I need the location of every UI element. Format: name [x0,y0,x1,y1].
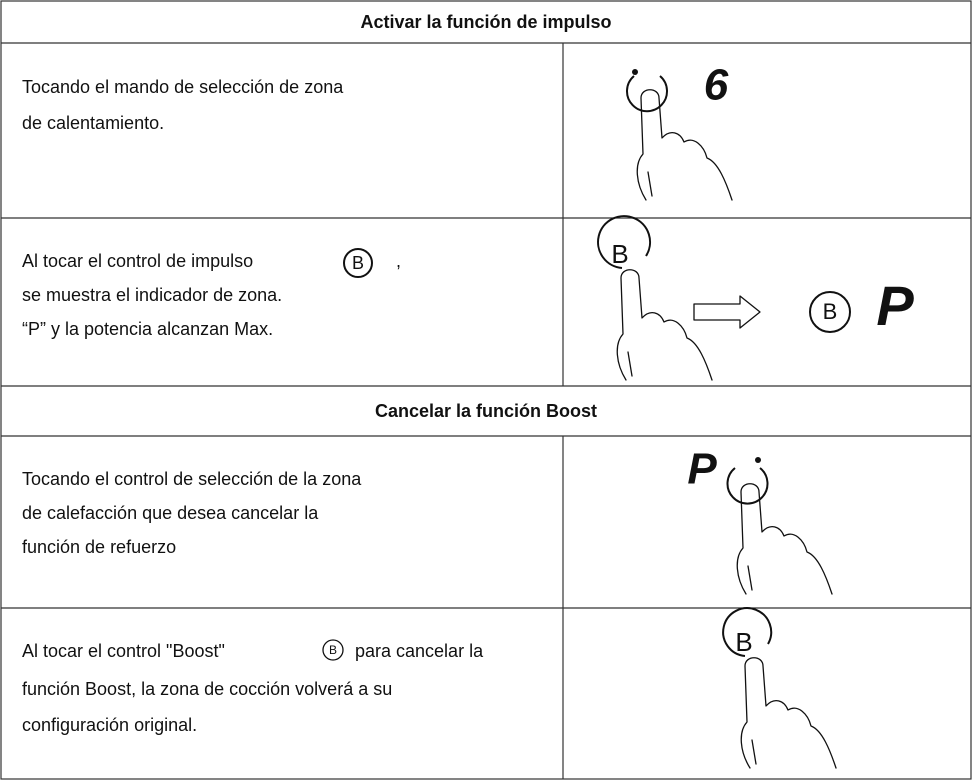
section-title: Cancelar la función Boost [375,401,597,421]
drawing-circle [632,69,638,75]
display-digit: P [687,445,717,494]
cell-text: de calentamiento. [22,113,164,133]
cell-text: , [396,251,401,271]
display-digit: P [876,274,914,337]
section-title: Activar la función de impulso [360,12,611,32]
boost-key-label: B [735,627,752,657]
cell-text: Al tocar el control "Boost" [22,641,225,661]
drawing-path [722,607,773,657]
cell-text: configuración original. [22,715,197,735]
cell-text: para cancelar la [355,641,484,661]
drawing-use [736,483,833,595]
cell-text: Al tocar el control de impulso [22,251,253,271]
cell-text: se muestra el indicador de zona. [22,285,282,305]
boost-illustration: B B P [597,215,914,381]
drawing-circle [755,457,761,463]
boost-key-label: B [611,239,628,269]
cell-text: de calefacción que desea cancelar la [22,503,319,523]
cell-text: función Boost, la zona de cocción volver… [22,679,392,699]
drawing-path [597,215,651,269]
cell-text: Tocando el control de selección de la zo… [22,469,362,489]
boost-illustration: B [722,607,837,769]
display-digit: 6 [704,61,729,110]
drawing-use [616,269,713,381]
boost-key-label: B [823,299,838,324]
drawing-use [740,657,837,769]
boost-icon [343,248,373,278]
boost-icon-label: B [352,253,364,273]
touch-illustration: 6 [626,61,733,201]
drawing-path [726,467,769,505]
drawing-circle [809,291,851,333]
cell-text: Tocando el mando de selección de zona [22,77,344,97]
boost-icon-label: B [329,643,337,657]
cell-text: función de refuerzo [22,537,176,557]
touch-illustration: P [687,445,833,595]
boost-icon [322,639,344,661]
drawing-path [693,295,761,329]
cell-text: “P” y la potencia alcanzan Max. [22,319,273,339]
drawing-path [626,75,668,113]
